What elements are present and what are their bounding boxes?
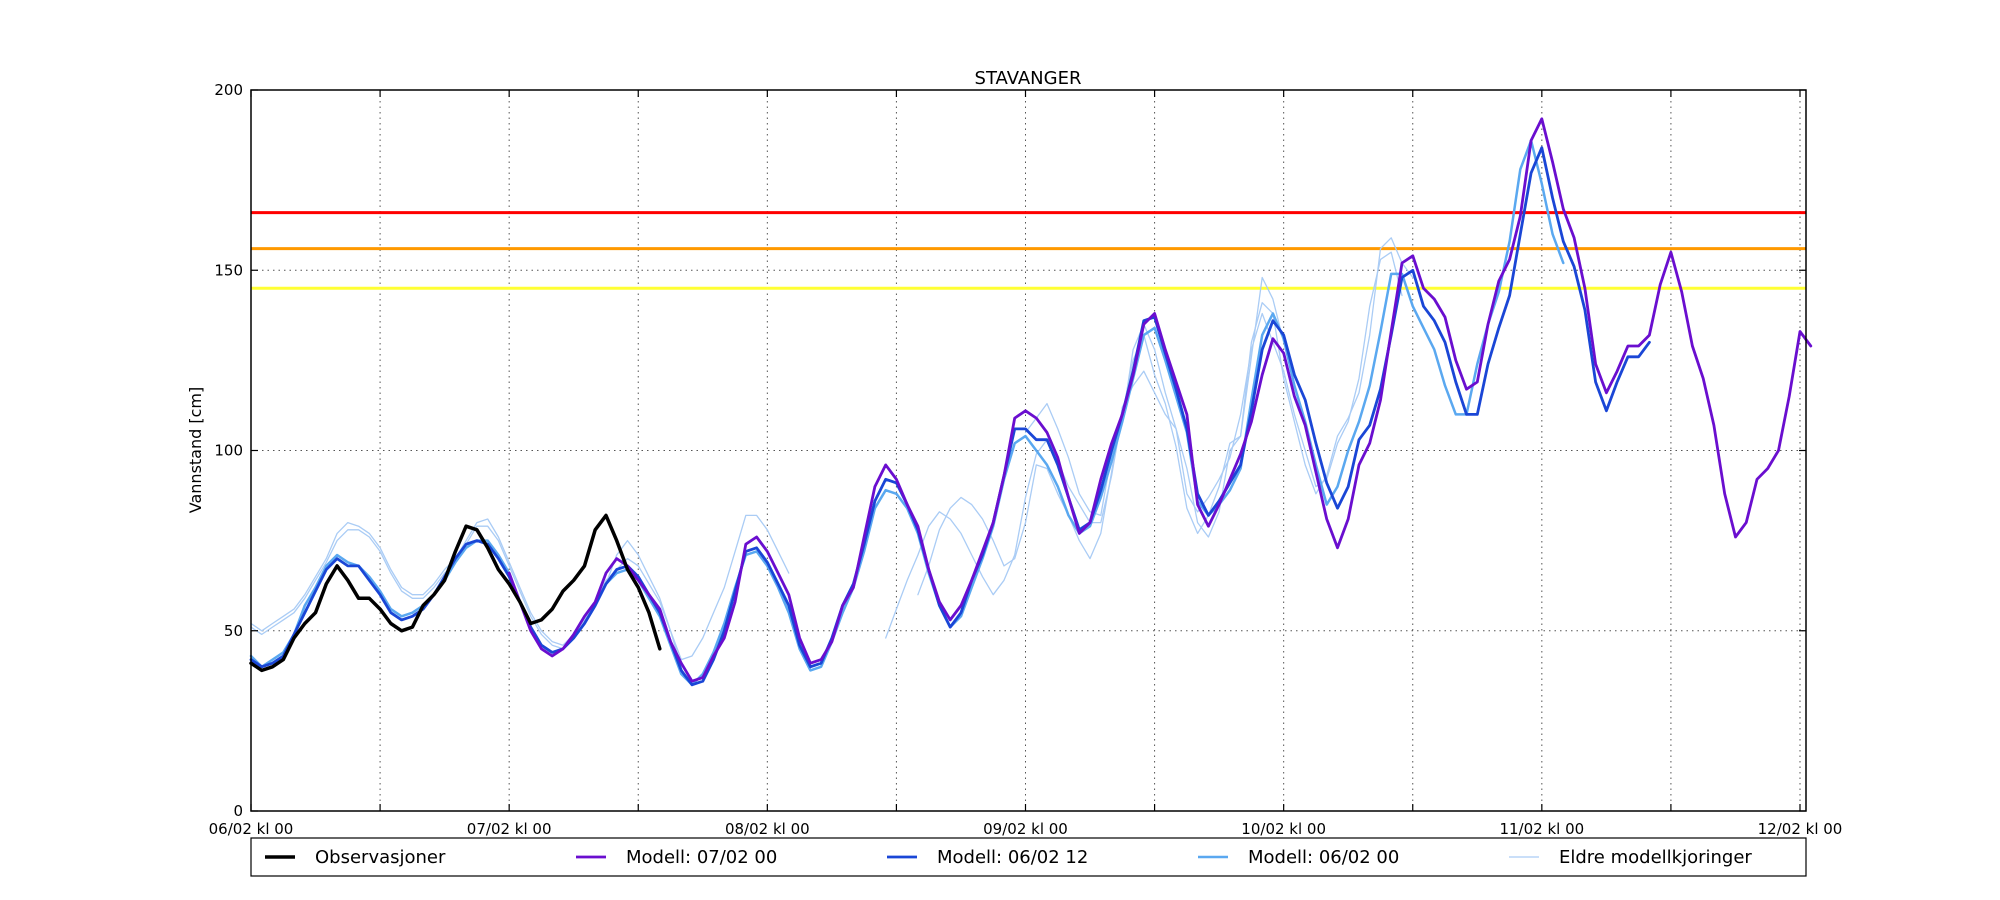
series-line [249,146,1651,687]
chart-title: STAVANGER [975,68,1082,89]
y-tick-label: 150 [214,261,243,279]
legend-label: Modell: 06/02 12 [937,847,1088,868]
y-tick-label: 200 [214,81,243,99]
y-tick-label: 0 [233,802,243,820]
legend-label: Observasjoner [315,847,446,868]
series-lines [249,117,1813,687]
threshold-lines [251,211,1806,290]
series-line [885,237,1414,639]
x-tick-label: 06/02 kl 00 [209,820,294,838]
axis-ticks: 0 50 100 150 200 06/02 kl 00 07/02 kl 00 08/02 … [209,81,1843,838]
legend-label: Modell: 06/02 00 [1248,847,1399,868]
x-tick-label: 11/02 kl 00 [1499,820,1584,838]
series-line [249,513,662,673]
y-axis-label: Vannstand [cm] [186,387,205,513]
series-line [250,514,790,661]
grid-layer [251,90,1806,811]
x-tick-label: 08/02 kl 00 [725,820,810,838]
series-line [507,117,1813,683]
legend-label: Eldre modellkjoringer [1559,847,1752,868]
series-line [1024,251,1403,517]
x-tick-label: 09/02 kl 00 [983,820,1068,838]
series-line [249,139,1565,687]
plot-frame [250,89,1807,812]
x-tick-label: 07/02 kl 00 [467,820,552,838]
y-tick-label: 100 [214,442,243,460]
series-line [917,276,1285,596]
legend: Observasjoner Modell: 07/02 00 Modell: 06/… [250,837,1807,877]
x-tick-label: 12/02 kl 00 [1758,820,1843,838]
legend-label: Modell: 07/02 00 [626,847,777,868]
y-tick-label: 50 [224,622,243,640]
legend-frame [250,837,1807,877]
x-tick-label: 10/02 kl 00 [1241,820,1326,838]
